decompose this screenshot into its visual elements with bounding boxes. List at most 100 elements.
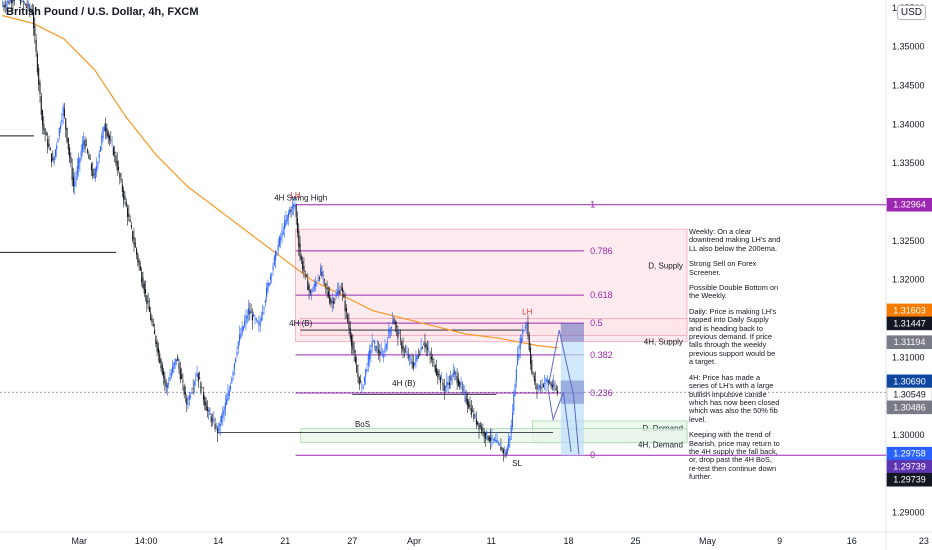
price-tag-text: 1.30486	[893, 402, 926, 412]
candle-body	[477, 421, 479, 425]
candle	[482, 423, 484, 436]
candle-body	[197, 372, 199, 382]
candle	[93, 168, 95, 179]
candle	[423, 341, 425, 346]
candle-body	[389, 328, 391, 333]
candle-body	[61, 120, 63, 123]
candle	[177, 354, 179, 362]
candle-body	[371, 342, 373, 348]
candle	[4, 0, 6, 14]
candle-body	[385, 343, 387, 348]
candle-body	[544, 383, 546, 385]
candle-body	[486, 431, 488, 435]
x-tick-6: 11	[487, 536, 496, 546]
candle-body	[522, 329, 524, 334]
candle-body	[253, 313, 255, 317]
candle	[392, 312, 394, 325]
candle	[52, 150, 54, 162]
candle-body	[273, 256, 275, 266]
candle-body	[166, 384, 168, 389]
candle-body	[67, 137, 69, 150]
candle	[237, 340, 239, 355]
candle-body	[13, 0, 15, 1]
candle-body	[529, 347, 532, 364]
candle-body	[553, 383, 555, 387]
candle-body	[277, 244, 279, 251]
candle	[210, 413, 212, 428]
symbol-title[interactable]: British Pound / U.S. Dollar, 4h, FXCM	[6, 6, 199, 18]
candle-body	[138, 260, 140, 266]
candle-body	[102, 127, 104, 138]
price-tag-bg	[886, 316, 932, 331]
candle	[311, 288, 313, 301]
candle	[406, 345, 408, 355]
candle	[217, 425, 219, 442]
candle	[92, 162, 94, 180]
candle-body	[289, 209, 291, 214]
candle	[518, 344, 520, 361]
candle	[54, 149, 56, 160]
candle-body	[540, 386, 542, 389]
candle-body	[145, 289, 147, 294]
candle-body	[161, 365, 163, 375]
candle-body	[331, 300, 333, 303]
candle-body	[438, 373, 440, 376]
candle-body	[361, 384, 363, 385]
candle	[281, 223, 283, 244]
candle-body	[410, 358, 412, 360]
candle	[371, 333, 373, 353]
candle	[31, 3, 33, 16]
candle-body	[347, 314, 349, 322]
candle	[168, 377, 170, 389]
candle-body	[351, 334, 353, 347]
candle-body	[228, 389, 230, 397]
candle	[285, 211, 287, 227]
candle	[278, 235, 281, 248]
candle	[121, 179, 123, 198]
candle-body	[178, 363, 180, 369]
candle-body	[83, 140, 85, 146]
candle	[2, 0, 4, 8]
candle	[125, 198, 127, 208]
candle	[442, 379, 444, 391]
candle	[402, 337, 404, 359]
price-tag-bg	[886, 400, 932, 415]
analysis-note: Weekly: On a clear downtrend making LH's…	[689, 227, 781, 489]
candle	[132, 230, 134, 243]
candle-body	[435, 367, 438, 376]
candle-body	[42, 110, 44, 125]
candle	[137, 252, 139, 267]
candle-body	[168, 382, 170, 385]
candle-body	[7, 0, 9, 3]
candle-body	[229, 385, 232, 390]
y-tick-11: 1.30000	[892, 430, 925, 440]
candle-body	[231, 378, 233, 383]
candle	[35, 33, 37, 57]
currency-button[interactable]: USD	[896, 5, 926, 20]
candle	[32, 4, 35, 36]
candle	[351, 332, 353, 355]
candle	[376, 339, 378, 355]
candle	[192, 379, 194, 395]
candle	[147, 293, 149, 310]
price-tag-text: 1.31603	[893, 305, 926, 315]
candle	[381, 348, 384, 358]
price-tag-text: 1.32964	[893, 200, 926, 210]
candle-body	[343, 294, 345, 298]
projection-entry-box	[560, 323, 584, 342]
candle	[117, 160, 120, 173]
fib-label-5: 0.236	[590, 388, 613, 398]
candle-body	[280, 236, 282, 241]
candle-body	[327, 291, 329, 297]
candle-body	[98, 153, 100, 159]
candle	[13, 0, 15, 6]
candle	[546, 374, 548, 385]
candle-body	[510, 425, 512, 434]
candle-body	[174, 358, 176, 366]
candle-body	[81, 143, 84, 152]
candle	[199, 371, 201, 380]
candle	[129, 215, 131, 223]
candle-body	[217, 428, 219, 434]
candle-body	[451, 378, 453, 380]
